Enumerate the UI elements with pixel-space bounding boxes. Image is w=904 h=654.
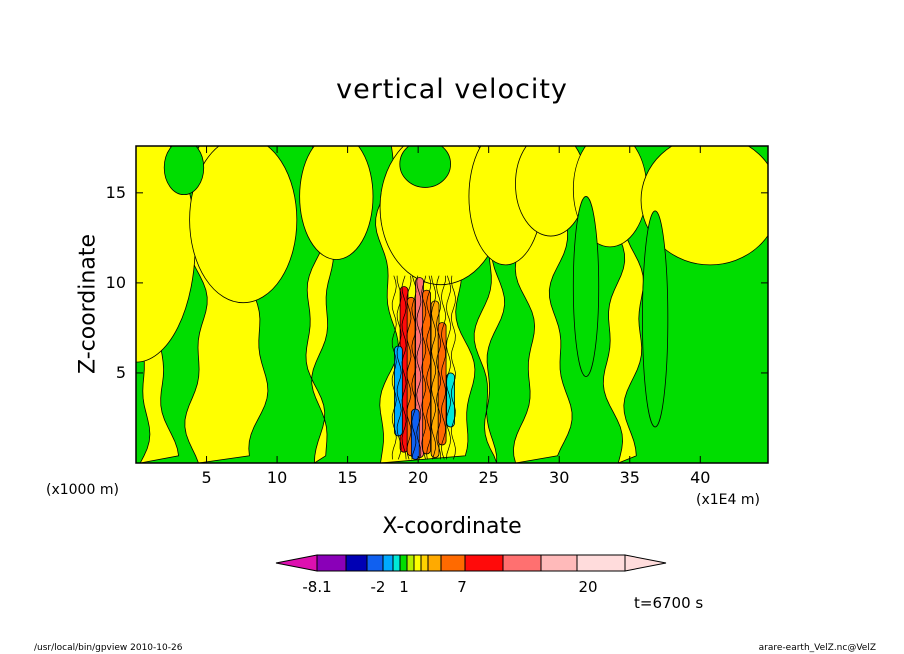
colorbar-level-label: 1 xyxy=(399,578,409,596)
contour-patch xyxy=(640,146,768,266)
core-contour xyxy=(406,275,412,460)
colorbar-level-label: 7 xyxy=(457,578,467,596)
colorbar-segment xyxy=(366,554,384,572)
y-tick-label: 5 xyxy=(115,362,126,382)
y-tick-label: 15 xyxy=(105,182,126,202)
footer-program-date: /usr/local/bin/gpview 2010-10-26 xyxy=(34,643,183,653)
chart-title: vertical velocity xyxy=(336,74,568,105)
x-tick-label: 15 xyxy=(337,468,358,487)
colorbar-arrow-low xyxy=(275,554,318,572)
colorbar-segment xyxy=(399,554,408,572)
contour-band xyxy=(602,146,644,463)
x-axis-label: X-coordinate xyxy=(382,514,522,539)
core-contour xyxy=(416,275,422,460)
x-unit-left: (x1000 m) xyxy=(46,482,119,498)
colorbar-segment xyxy=(316,554,347,572)
contour-field xyxy=(136,146,768,463)
contour-patch xyxy=(572,196,600,377)
x-unit-right: (x1E4 m) xyxy=(696,492,760,508)
contour-patch xyxy=(189,146,298,304)
core-contour xyxy=(450,275,456,460)
x-tick-label: 40 xyxy=(690,468,711,487)
contour-patch xyxy=(399,146,451,188)
contour-patch xyxy=(299,146,374,260)
colorbar-level-label: 20 xyxy=(578,578,598,596)
footer-variable: arare-earth_VelZ.nc@VelZ xyxy=(758,643,876,653)
x-tick-label: 5 xyxy=(201,468,212,487)
core-contour xyxy=(391,275,397,460)
core-contour xyxy=(441,275,446,460)
colorbar-segment xyxy=(392,554,401,572)
colorbar-segment xyxy=(576,554,626,572)
core-contour xyxy=(421,275,427,460)
colorbar-segment xyxy=(345,554,368,572)
colorbar-level-label: -2 xyxy=(370,578,386,596)
core-contour xyxy=(411,275,417,460)
x-tick-label: 35 xyxy=(619,468,640,487)
colorbar-segment xyxy=(420,554,429,572)
contour-patch xyxy=(642,210,669,428)
core-contour xyxy=(446,275,451,460)
contour-band xyxy=(473,146,506,463)
time-label: t=6700 s xyxy=(634,594,704,612)
colorbar-segment xyxy=(382,554,394,572)
colorbar-segment xyxy=(406,554,415,572)
x-tick-label: 30 xyxy=(549,468,570,487)
core-contour xyxy=(426,275,432,460)
x-tick-label: 10 xyxy=(266,468,288,487)
colorbar-segment xyxy=(464,554,504,572)
contour-patch xyxy=(163,146,205,196)
y-tick-label: 10 xyxy=(105,272,126,292)
colorbar-arrow-high xyxy=(624,554,667,572)
x-tick-label: 25 xyxy=(478,468,499,487)
contour-band xyxy=(305,146,334,463)
core-contour xyxy=(436,275,441,460)
core-contour xyxy=(396,275,402,460)
x-tick-label: 20 xyxy=(407,468,429,487)
colorbar-segment xyxy=(502,554,542,572)
core-contour xyxy=(431,275,436,460)
colorbar-segment xyxy=(427,554,442,572)
axis-ticks xyxy=(136,146,768,463)
core-contour xyxy=(401,275,407,460)
colorbar-segment xyxy=(440,554,466,572)
colorbar-segment xyxy=(540,554,578,572)
plot-frame xyxy=(135,145,769,464)
colorbar-segment xyxy=(413,554,422,572)
colorbar-level-label: -8.1 xyxy=(302,578,332,596)
